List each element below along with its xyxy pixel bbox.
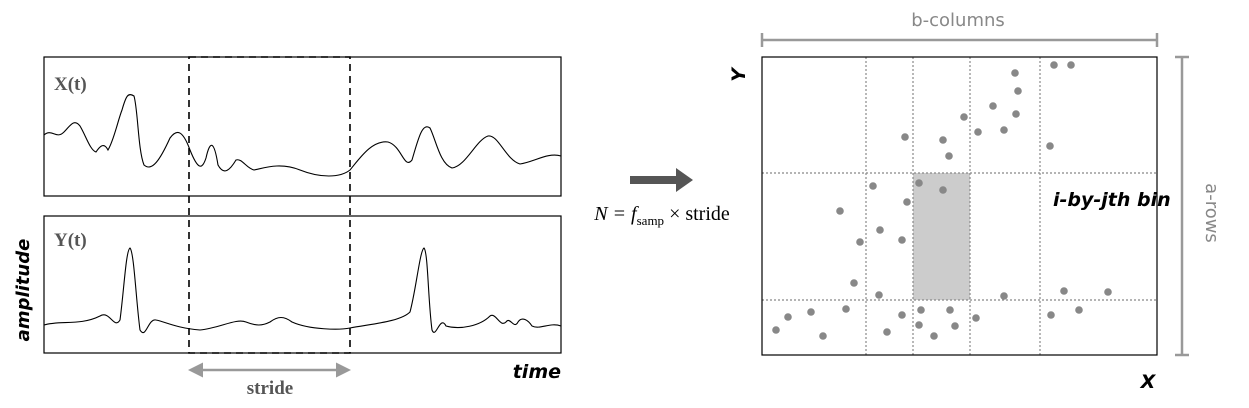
transform-arrow <box>630 168 693 192</box>
scatter-point <box>1046 142 1054 150</box>
scatter-point <box>876 226 884 234</box>
columns-label: b-columns <box>911 10 1005 31</box>
top-label: X(t) <box>54 74 87 95</box>
scatter-point <box>1104 288 1112 296</box>
x-axis-label: time <box>513 361 561 383</box>
scatter-point <box>946 306 954 314</box>
scatter-point <box>1047 311 1055 319</box>
scatter-point <box>883 328 891 336</box>
scatter-point <box>939 136 947 144</box>
scatter-point <box>898 236 906 244</box>
scatter-point <box>1000 292 1008 300</box>
formula: N = fsamp × stride <box>593 203 730 228</box>
scatter-point <box>898 311 906 319</box>
scatter-point <box>930 332 938 340</box>
scatter-point <box>1060 287 1068 295</box>
scatter-points <box>772 61 1112 340</box>
grid-lines <box>762 57 1157 355</box>
scatter-point <box>784 313 792 321</box>
scatter-point <box>945 152 953 160</box>
scatter-point <box>807 308 815 316</box>
scatter-point <box>989 102 997 110</box>
scatter-point <box>1067 61 1075 69</box>
formula-f: f <box>631 203 639 225</box>
signal-y <box>43 247 562 333</box>
scatter-point <box>915 179 923 187</box>
scatter-point <box>901 133 909 141</box>
scatter-point <box>939 186 947 194</box>
scatter-point <box>915 321 923 329</box>
scatter-point <box>1050 61 1058 69</box>
scatter-point <box>951 322 959 330</box>
stride-window <box>188 56 351 354</box>
scatter-point <box>917 306 925 314</box>
rows-label: a-rows <box>1201 183 1222 243</box>
bottom-label: Y(t) <box>54 230 87 251</box>
scatter-point <box>1012 110 1020 118</box>
scatter-point <box>1075 306 1083 314</box>
scatter-point <box>856 238 864 246</box>
signal-x <box>43 93 562 177</box>
scatter-point <box>1000 126 1008 134</box>
grid-x-label: X <box>1140 371 1157 393</box>
scatter-point <box>903 198 911 206</box>
scatter-point <box>1014 87 1022 95</box>
top-panel <box>43 56 562 197</box>
scatter-point <box>842 305 850 313</box>
formula-sub: samp <box>637 213 664 228</box>
bin-label: i-by-jth bin <box>1053 189 1171 211</box>
scatter-point <box>819 332 827 340</box>
grid-y-label: Y <box>728 66 750 82</box>
scatter-point <box>869 182 877 190</box>
scatter-point <box>875 291 883 299</box>
stride-label: stride <box>247 378 293 399</box>
formula-rest: × stride <box>664 203 730 225</box>
scatter-point <box>1011 69 1019 77</box>
scatter-point <box>850 279 858 287</box>
formula-lhs: N = <box>593 203 631 225</box>
scatter-point <box>974 128 982 136</box>
bottom-panel <box>43 215 562 354</box>
scatter-point <box>836 207 844 215</box>
y-axis-label: amplitude <box>13 239 34 342</box>
scatter-point <box>960 113 968 121</box>
highlight-bin <box>913 173 970 300</box>
grid-frame <box>761 56 1158 356</box>
scatter-point <box>772 326 780 334</box>
scatter-point <box>972 314 980 322</box>
